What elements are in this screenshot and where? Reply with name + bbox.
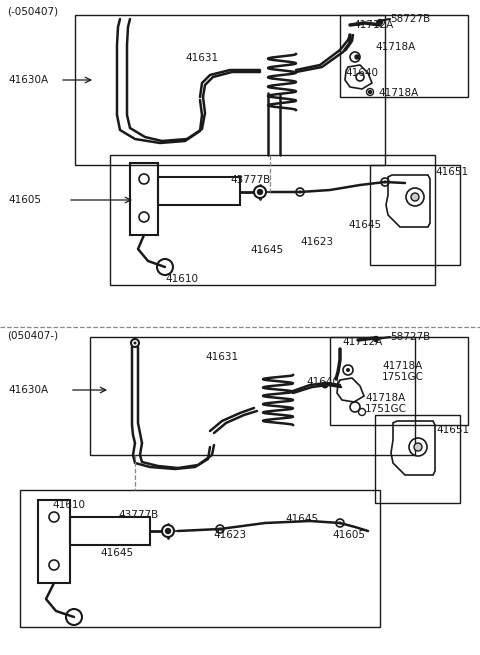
Circle shape — [322, 381, 328, 388]
Text: 1751GC: 1751GC — [382, 372, 424, 382]
Text: 43777B: 43777B — [118, 510, 158, 520]
Text: 41610: 41610 — [52, 500, 85, 510]
Text: 41610: 41610 — [165, 274, 198, 284]
Circle shape — [338, 521, 341, 525]
Circle shape — [299, 191, 301, 193]
Text: 58727B: 58727B — [390, 332, 430, 342]
Text: (-050407): (-050407) — [7, 7, 58, 17]
Text: 41645: 41645 — [100, 548, 133, 558]
Text: 1751GC: 1751GC — [365, 404, 407, 414]
Text: (050407-): (050407-) — [7, 330, 58, 340]
Text: 41712A: 41712A — [342, 337, 382, 347]
Text: 41631: 41631 — [205, 352, 238, 362]
Text: 41651: 41651 — [435, 167, 468, 177]
Circle shape — [133, 341, 136, 345]
Text: 41623: 41623 — [300, 237, 333, 247]
Text: 41645: 41645 — [250, 245, 283, 255]
Text: 41712A: 41712A — [353, 20, 393, 30]
Text: 41605: 41605 — [332, 530, 365, 540]
Text: 41651: 41651 — [436, 425, 469, 435]
Text: 43777B: 43777B — [230, 175, 270, 185]
Circle shape — [355, 55, 359, 59]
Text: 41630A: 41630A — [8, 385, 48, 395]
Text: 41631: 41631 — [185, 53, 218, 63]
Circle shape — [373, 337, 379, 341]
Text: 41640: 41640 — [306, 377, 339, 387]
Circle shape — [162, 525, 174, 537]
Circle shape — [166, 529, 170, 534]
Text: 41718A: 41718A — [382, 361, 422, 371]
Circle shape — [218, 527, 221, 531]
Circle shape — [384, 181, 386, 183]
Text: 41718A: 41718A — [378, 88, 418, 98]
Text: 41645: 41645 — [348, 220, 381, 230]
Circle shape — [346, 368, 350, 372]
Text: 41718A: 41718A — [375, 42, 415, 52]
Text: 41630A: 41630A — [8, 75, 48, 85]
Circle shape — [414, 443, 422, 451]
Text: 41605: 41605 — [8, 195, 41, 205]
Text: 41645: 41645 — [285, 514, 318, 524]
Circle shape — [411, 193, 419, 201]
Circle shape — [369, 90, 372, 94]
Text: 41640: 41640 — [345, 68, 378, 78]
Circle shape — [257, 189, 263, 195]
Text: 58727B: 58727B — [390, 14, 430, 24]
Circle shape — [377, 20, 383, 24]
Circle shape — [131, 339, 139, 347]
Circle shape — [254, 186, 266, 198]
Text: 41718A: 41718A — [365, 393, 405, 403]
Text: 41623: 41623 — [213, 530, 246, 540]
